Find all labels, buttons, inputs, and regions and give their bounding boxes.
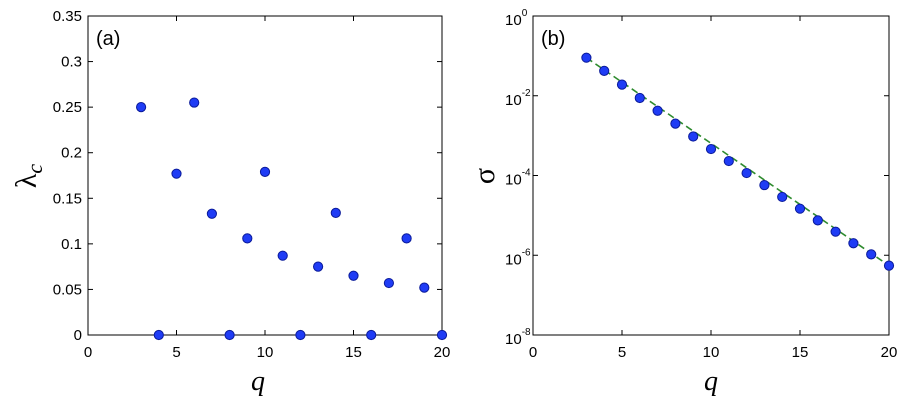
data-point (295, 329, 306, 341)
x-tick-label: 0 (84, 344, 92, 361)
y-tick-label: 0.35 (53, 8, 82, 25)
panel-a-points (136, 97, 448, 341)
y-tick-base: 10 (505, 92, 522, 109)
y-tick-exponent: -2 (522, 88, 531, 99)
panel-b-y-axis-label: σ (468, 168, 501, 184)
panel-a-y-axis-symbol: λ (10, 173, 43, 188)
data-point (759, 179, 770, 191)
panel-b-x-ticks: 0 5 10 15 20 (529, 16, 898, 361)
data-point (348, 270, 359, 281)
panel-b-fit-line (585, 57, 890, 267)
data-point (848, 238, 859, 249)
data-point (830, 226, 841, 237)
y-tick-label: 0.15 (53, 190, 82, 207)
y-tick-label: 10-4 (505, 168, 531, 189)
y-tick-base: 10 (505, 251, 522, 268)
data-point (812, 215, 823, 226)
data-point (794, 203, 806, 214)
y-tick-label: 10-6 (505, 247, 531, 268)
panel-a-x-axis-label: q (251, 366, 265, 397)
panel-b-points (581, 52, 895, 271)
data-point (401, 233, 412, 244)
panel-b-label: (b) (541, 28, 565, 50)
data-point (581, 52, 592, 63)
y-tick-label: 0.2 (61, 145, 82, 162)
y-tick-label: 100 (505, 8, 528, 29)
y-tick-base: 10 (505, 331, 522, 348)
x-tick-label: 10 (257, 344, 274, 361)
data-point (883, 260, 895, 271)
data-point (777, 191, 788, 203)
y-tick-label: 0.1 (61, 236, 82, 253)
y-tick-label: 0.3 (61, 54, 82, 71)
data-point (419, 282, 430, 293)
x-tick-label: 0 (529, 344, 537, 361)
data-point (136, 102, 147, 113)
panel-a-y-axis-subscript: c (22, 164, 47, 174)
y-tick-label: 10-2 (505, 88, 531, 109)
data-point (670, 118, 681, 129)
data-point (259, 166, 271, 177)
data-point (723, 155, 734, 167)
x-tick-label: 5 (618, 344, 626, 361)
x-tick-label: 10 (703, 344, 720, 361)
y-tick-exponent: -6 (522, 247, 531, 258)
data-point (153, 329, 164, 341)
x-tick-label: 15 (345, 344, 362, 361)
x-tick-label: 5 (172, 344, 180, 361)
data-point (383, 277, 394, 289)
data-point (330, 207, 341, 218)
panel-a-y-ticks: 0 0.05 0.1 0.15 0.2 0.25 0.3 0.35 (53, 8, 442, 344)
data-point (313, 261, 324, 272)
data-point (277, 250, 288, 261)
data-point (224, 329, 235, 341)
panel-b-x-axis-label: q (704, 366, 718, 397)
data-point (652, 105, 663, 116)
data-point (634, 92, 645, 104)
y-tick-exponent: -4 (522, 168, 531, 179)
data-point (366, 329, 377, 341)
panel-a: (a) 0 5 10 15 20 00.050.10.150.20.250.30.35 … (10, 8, 450, 397)
data-point (436, 329, 448, 341)
data-point (866, 249, 877, 260)
x-tick-label: 20 (881, 344, 898, 361)
y-tick-base: 10 (505, 172, 522, 189)
data-point (206, 208, 217, 219)
data-point (688, 131, 699, 142)
data-point (741, 167, 752, 179)
x-tick-label: 15 (792, 344, 809, 361)
y-tick-exponent: 0 (522, 8, 528, 19)
panel-a-x-ticks: 0 5 10 15 20 (84, 16, 451, 361)
data-point (189, 97, 200, 108)
y-tick-label: 0.05 (53, 281, 82, 298)
data-point (599, 65, 610, 76)
data-point (705, 143, 717, 155)
x-tick-label: 20 (434, 344, 451, 361)
data-point (616, 79, 628, 90)
data-point (171, 168, 182, 179)
y-tick-label: 10-8 (505, 327, 531, 348)
y-tick-label: 0.25 (53, 99, 82, 116)
panel-b-frame (532, 15, 890, 336)
y-tick-base: 10 (505, 12, 522, 29)
panel-a-y-axis-label: λc (10, 164, 47, 189)
y-tick-exponent: -8 (522, 327, 531, 338)
y-tick-label: 0 (74, 327, 82, 344)
svg-text:λc: λc (10, 164, 47, 189)
data-point (242, 233, 253, 244)
panel-a-label: (a) (96, 28, 120, 50)
